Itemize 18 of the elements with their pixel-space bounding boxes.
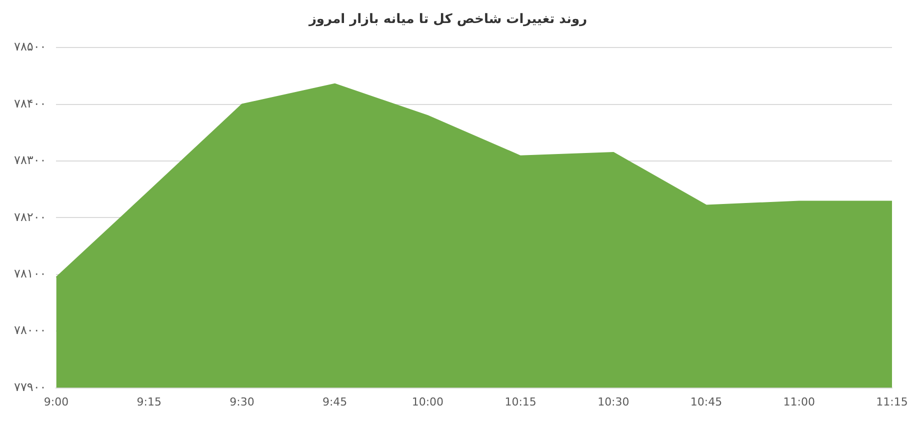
- y-tick-label: ۷۸۳۰۰: [14, 153, 46, 168]
- x-tick-label: 10:30: [598, 395, 630, 408]
- y-tick-label: ۷۸۱۰۰: [14, 266, 46, 281]
- y-tick-label: ۷۷۹۰۰: [14, 380, 46, 394]
- y-tick-label: ۷۸۴۰۰: [14, 96, 46, 110]
- x-tick-label: 9:00: [44, 395, 69, 408]
- y-tick-label: ۷۸۵۰۰: [14, 40, 46, 54]
- x-tick-label: 11:00: [783, 395, 815, 408]
- x-tick-label: 11:15: [876, 395, 908, 408]
- chart-title: روند تغییرات شاخص کل تا میانه بازار امروز: [308, 12, 588, 28]
- x-tick-label: 9:30: [230, 395, 254, 408]
- x-tick-label: 9:15: [136, 395, 162, 408]
- x-tick-label: 9:45: [322, 395, 348, 408]
- x-tick-label: 10:00: [412, 395, 444, 408]
- x-tick-label: 10:15: [504, 395, 536, 408]
- y-tick-label: ۷۸۲۰۰: [14, 210, 46, 224]
- x-tick-label: 10:45: [690, 395, 722, 408]
- y-tick-label: ۷۸۰۰۰: [14, 323, 46, 338]
